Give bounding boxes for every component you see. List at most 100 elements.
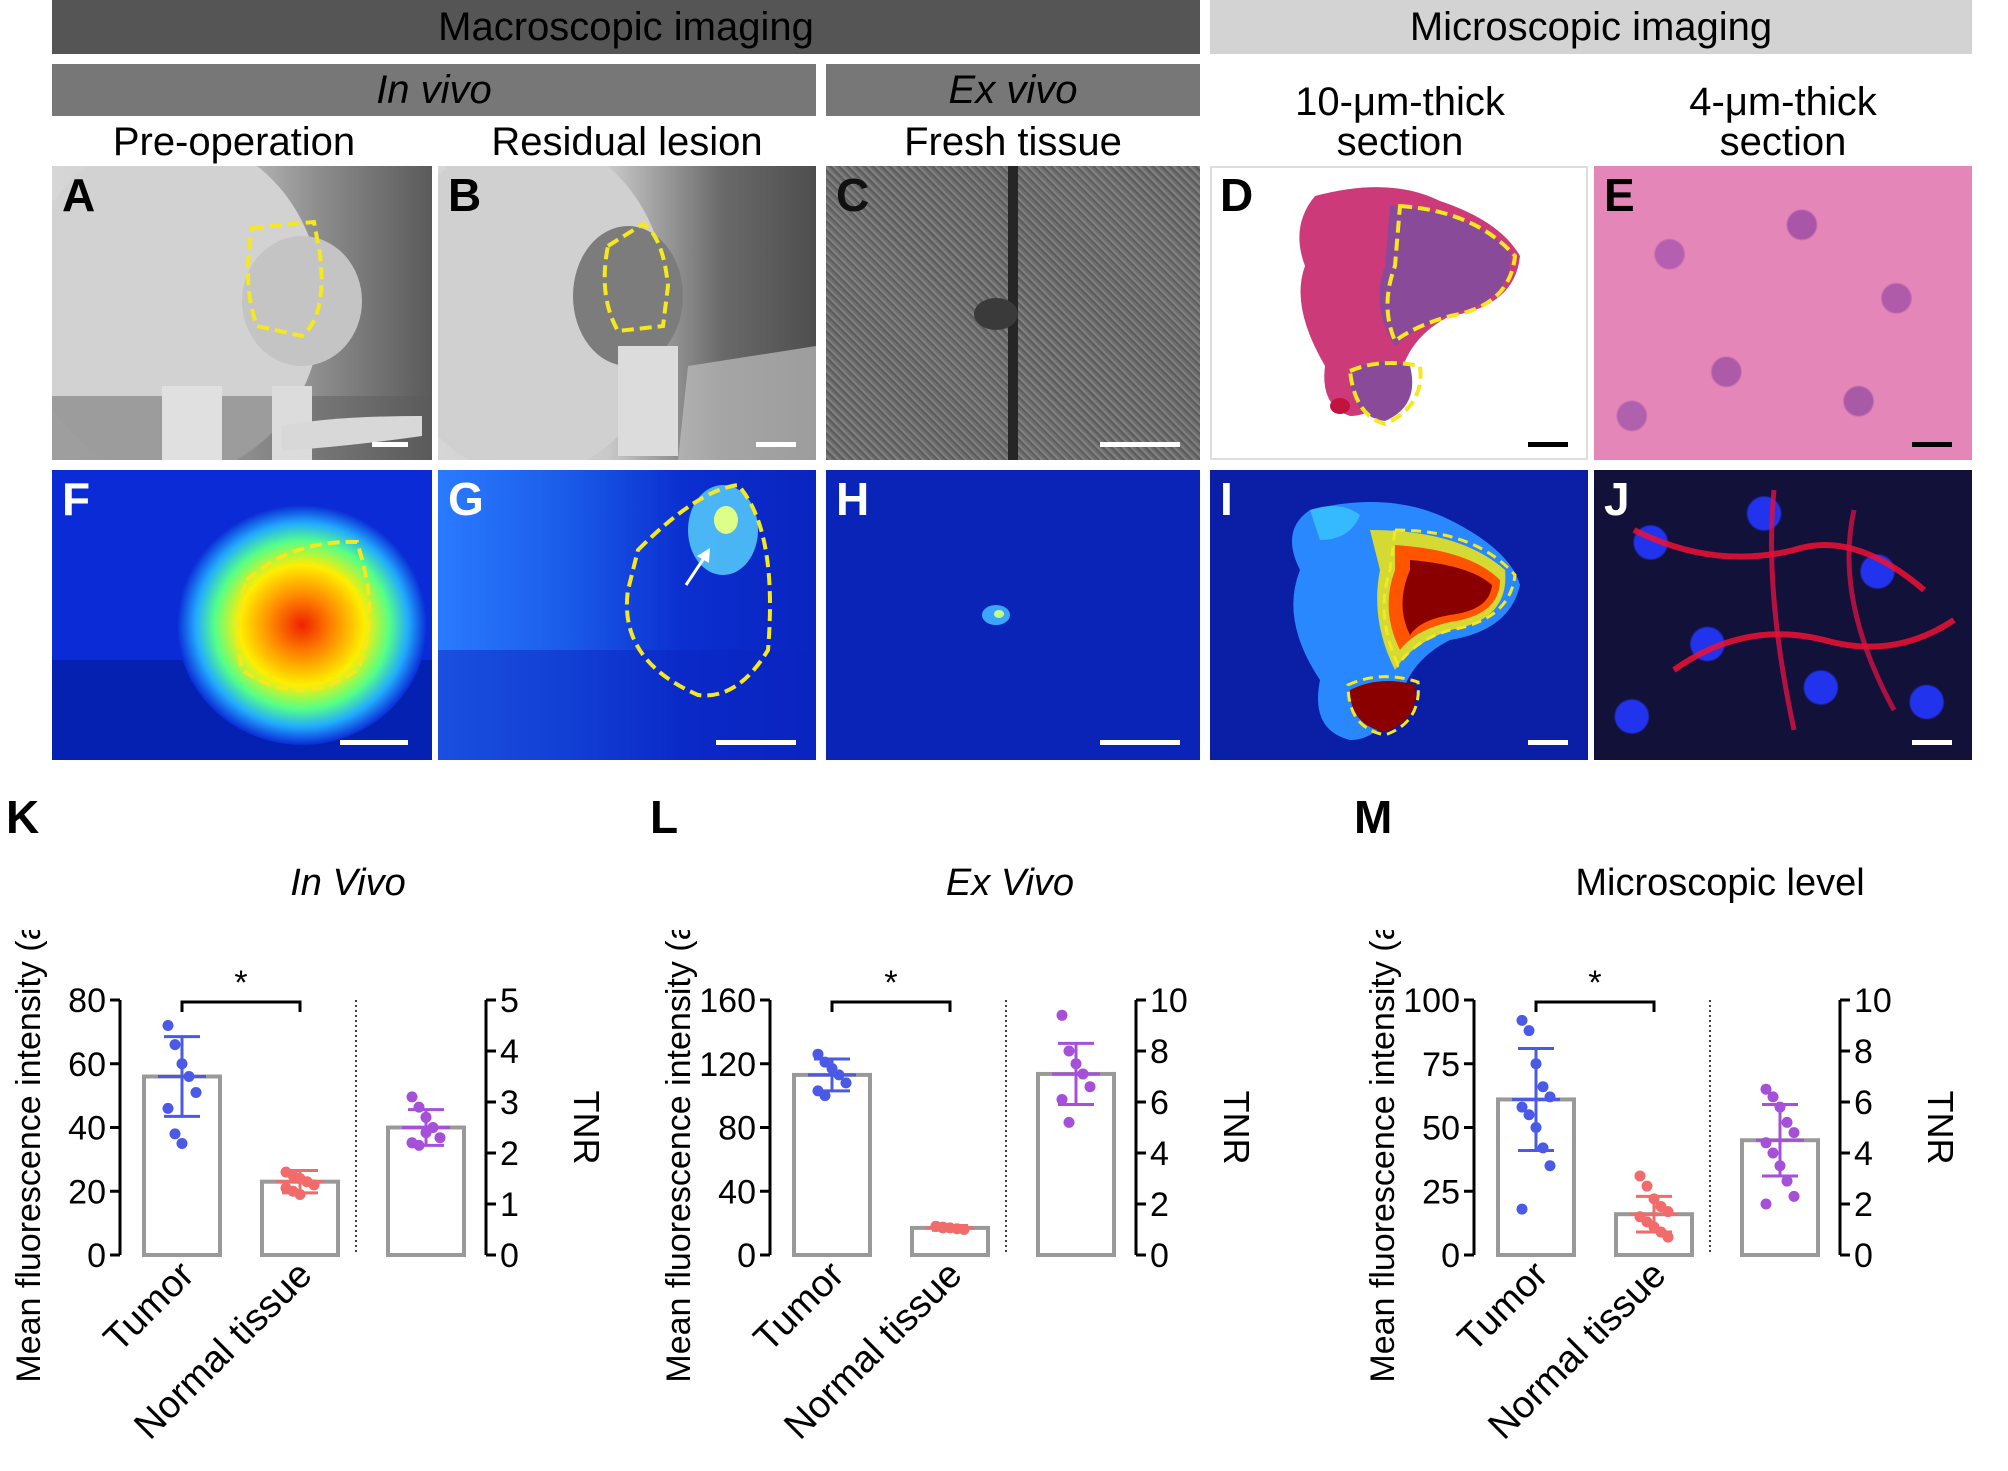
column-header-4um: 4-μm-thick section — [1594, 82, 1972, 162]
chart-k-significance-label: * — [234, 964, 247, 1002]
panel-i-tumor-outline-2 — [1346, 675, 1420, 737]
macroscopic-imaging-header: Macroscopic imaging — [52, 0, 1200, 54]
panel-h-image: H — [826, 470, 1200, 760]
chart-m-letter: M — [1354, 791, 1393, 843]
chart-l-ytick-label: 0 — [737, 1237, 756, 1275]
panel-label-i: I — [1220, 473, 1233, 525]
panel-i-image: I — [1210, 470, 1588, 760]
chart-k-tnr-point — [434, 1132, 446, 1144]
chart-m-y2tick-label: 2 — [1854, 1186, 1873, 1224]
panel-b-image: B — [438, 166, 816, 460]
chart-m-point — [1648, 1193, 1660, 1205]
panel-f-tumor-outline — [236, 539, 372, 692]
chart-l-category-label: Tumor — [746, 1253, 853, 1360]
chart-k-tnr-point — [413, 1139, 425, 1151]
chart-m-title: Microscopic level — [1575, 862, 1865, 904]
chart-m-ytick-label: 25 — [1422, 1173, 1460, 1211]
macroscopic-imaging-label: Macroscopic imaging — [438, 4, 814, 49]
panel-label-b: B — [448, 169, 482, 221]
chart-k-point — [169, 1039, 181, 1051]
panel-b-tumor-outline — [602, 221, 671, 334]
chart-l-significance-bracket — [830, 1000, 952, 1012]
chart-m-point — [1530, 1122, 1542, 1133]
chart-m-y2label: TNR — [1920, 1091, 1961, 1165]
chart-k-tnr-point — [413, 1101, 425, 1113]
chart-m-y2tick-label: 6 — [1854, 1084, 1873, 1122]
chart-l-point — [840, 1077, 852, 1089]
scale-bar-f — [340, 740, 408, 745]
chart-k-ytick-label: 40 — [68, 1110, 106, 1148]
chart-k-point — [294, 1188, 306, 1200]
panel-label-c: C — [836, 169, 870, 221]
panel-label-h: H — [836, 473, 870, 525]
chart-l-letter: L — [650, 791, 679, 843]
chart-m-tnr-point — [1767, 1091, 1779, 1103]
scale-bar-b — [756, 442, 796, 447]
chart-l-tnr-point — [1056, 1009, 1068, 1021]
chart-k-point — [169, 1128, 181, 1140]
panel-d-image: D — [1210, 166, 1588, 460]
chart-m-tnr-point — [1788, 1127, 1800, 1139]
chart-m-point — [1516, 1101, 1528, 1113]
panel-f-drawing — [52, 505, 432, 760]
chart-m-point — [1523, 1109, 1535, 1121]
panel-h-drawing — [982, 605, 1010, 625]
chart-m-point — [1530, 1058, 1542, 1070]
scale-bar-h — [1100, 740, 1180, 745]
panel-label-a: A — [62, 169, 96, 221]
chart-m-tnr-point — [1760, 1083, 1772, 1095]
panel-label-e: E — [1604, 169, 1635, 221]
chart-l-y2tick-label: 10 — [1150, 982, 1188, 1020]
chart-m-tnr-point — [1781, 1116, 1793, 1128]
chart-k-point — [183, 1071, 195, 1082]
microscopic-imaging-label: Microscopic imaging — [1409, 4, 1773, 49]
chart-m-tnr-point — [1781, 1175, 1793, 1187]
panel-a-tumor-outline — [246, 219, 324, 339]
chart-k-point — [190, 1086, 202, 1098]
chart-l-y2tick-label: 2 — [1150, 1186, 1169, 1224]
microscopic-imaging-header: Microscopic imaging — [1210, 0, 1972, 54]
chart-m-category-label: Tumor — [1450, 1253, 1557, 1360]
panel-b-drawing — [438, 166, 816, 460]
column-header-10um-line1: 10-μm-thick — [1295, 80, 1505, 124]
chart-k-ytick-label: 60 — [68, 1046, 106, 1084]
chart-m-tnr-point — [1774, 1160, 1786, 1172]
panel-g-arrow — [684, 554, 708, 586]
chart-k-significance-bracket — [180, 1000, 302, 1012]
chart-k-y2tick-label: 0 — [500, 1237, 519, 1275]
chart-l-tnr-point — [1063, 1045, 1075, 1057]
panel-a-drawing — [52, 166, 432, 460]
chart-m-y2tick-label: 10 — [1854, 982, 1892, 1020]
chart-k-y2tick-label: 4 — [500, 1033, 519, 1071]
chart-l-ytick-label: 40 — [718, 1173, 756, 1211]
chart-m-point — [1662, 1206, 1674, 1218]
chart-k-tnr-point — [406, 1091, 418, 1103]
chart-l-y2tick-label: 4 — [1150, 1135, 1169, 1173]
chart-m-point — [1641, 1180, 1653, 1192]
column-header-residual-lesion: Residual lesion — [491, 120, 763, 164]
chart-m-ytick-label: 0 — [1441, 1237, 1460, 1275]
chart-k-ytick-label: 80 — [68, 982, 106, 1020]
chart-m-y2tick-label: 0 — [1854, 1237, 1873, 1275]
chart-m-point — [1634, 1170, 1646, 1182]
column-header-10um: 10-μm-thick section — [1210, 82, 1590, 162]
chart-l-point — [812, 1048, 824, 1060]
scale-bar-e — [1912, 442, 1952, 447]
chart-l-y2label: TNR — [1216, 1091, 1257, 1165]
chart-m-point — [1537, 1142, 1549, 1154]
chart-m-point — [1537, 1081, 1549, 1093]
chart-m-point — [1516, 1014, 1528, 1026]
column-header-fresh-tissue: Fresh tissue — [904, 120, 1122, 164]
chart-l-tnr-point — [1063, 1116, 1075, 1128]
chart-l-y2tick-label: 8 — [1150, 1033, 1169, 1071]
chart-l-tnr-point — [1070, 1058, 1082, 1070]
chart-m-point — [1516, 1203, 1528, 1215]
ex-vivo-label: Ex vivo — [948, 67, 1078, 112]
panel-d-tumor-outline-1 — [1385, 203, 1518, 345]
chart-l-ytick-label: 120 — [699, 1046, 756, 1084]
chart-m-tnr-point — [1788, 1190, 1800, 1202]
chart-l-ytick-label: 160 — [699, 982, 756, 1020]
